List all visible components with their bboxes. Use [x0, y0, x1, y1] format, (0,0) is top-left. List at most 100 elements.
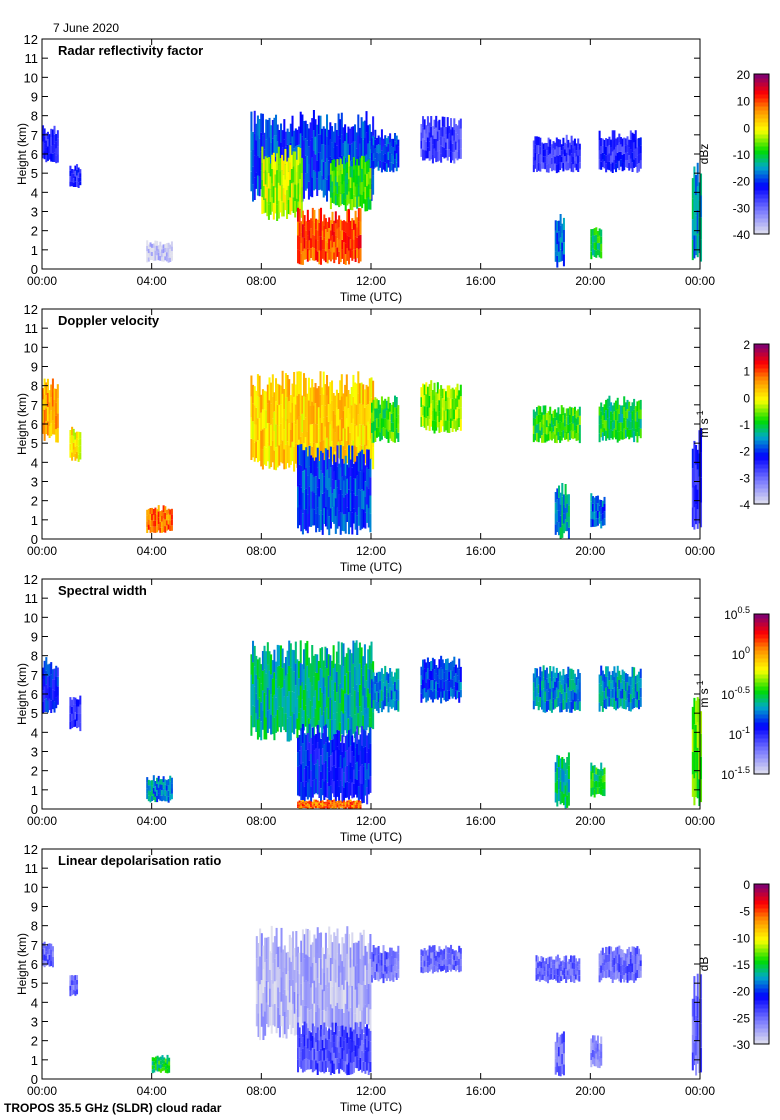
data-cell	[379, 423, 382, 433]
data-cell	[286, 175, 289, 191]
data-cell	[550, 433, 553, 441]
data-cell	[695, 445, 698, 465]
data-cell	[280, 977, 283, 1002]
data-cell	[327, 175, 330, 191]
data-cell	[547, 691, 550, 701]
data-cell	[327, 404, 330, 422]
colorbar-tick-label: -4	[739, 498, 750, 512]
data-cell	[299, 194, 302, 210]
data-cell	[361, 1061, 364, 1073]
colorbar-swatch	[754, 86, 769, 91]
data-cell	[303, 806, 306, 808]
data-cell	[149, 785, 152, 792]
data-cell	[532, 140, 535, 149]
data-cell	[332, 645, 335, 668]
data-cell	[356, 779, 359, 798]
data-cell	[392, 699, 395, 708]
data-cell	[309, 442, 312, 462]
data-cell	[608, 161, 611, 171]
data-cell	[608, 406, 611, 418]
data-cell	[628, 411, 631, 421]
data-cell	[577, 689, 580, 700]
data-cell	[365, 111, 368, 133]
data-cell	[561, 965, 564, 971]
data-cell	[288, 691, 291, 717]
data-cell	[318, 1040, 321, 1051]
data-cell	[596, 787, 599, 794]
data-cell	[435, 421, 438, 431]
data-cell	[564, 419, 567, 427]
data-cell	[448, 126, 451, 134]
data-cell	[287, 185, 290, 200]
data-cell	[275, 697, 278, 716]
data-cell	[372, 380, 375, 403]
data-cell	[159, 789, 162, 796]
data-cell	[575, 410, 578, 419]
data-cell	[545, 689, 548, 701]
data-cell	[297, 235, 300, 250]
colorbar-swatch	[754, 130, 769, 135]
data-cell	[537, 162, 540, 171]
data-cell	[162, 512, 165, 519]
data-cell	[338, 239, 341, 252]
data-cell	[542, 963, 545, 969]
data-cell	[547, 976, 550, 984]
colorbar-swatch	[754, 106, 769, 111]
data-cell	[374, 684, 377, 693]
data-cell	[629, 429, 632, 438]
data-cell	[433, 420, 436, 434]
data-cell	[377, 963, 380, 973]
data-cell	[352, 508, 355, 524]
data-cell	[312, 170, 315, 191]
data-cell	[631, 688, 634, 699]
data-cell	[151, 252, 154, 256]
data-cell	[74, 985, 77, 991]
colorbar-swatch	[754, 110, 769, 115]
data-cell	[309, 700, 312, 720]
data-cell	[324, 467, 327, 488]
data-cell	[326, 767, 329, 783]
data-cell	[600, 770, 603, 779]
data-cell	[558, 522, 561, 536]
data-cell	[331, 493, 334, 508]
data-cell	[565, 702, 568, 712]
data-cell	[430, 946, 433, 953]
data-cell	[331, 507, 334, 522]
data-cell	[362, 454, 365, 473]
data-cell	[600, 236, 603, 244]
data-cell	[356, 227, 359, 238]
data-cell	[371, 967, 374, 975]
data-cell	[563, 973, 566, 979]
colorbar-swatch	[754, 722, 769, 727]
data-cell	[592, 519, 595, 527]
data-cell	[636, 970, 639, 978]
data-cell	[288, 665, 291, 692]
data-cell	[305, 509, 308, 531]
data-cell	[292, 1003, 295, 1028]
data-cell	[339, 805, 342, 808]
data-cell	[445, 680, 448, 691]
data-cell	[165, 243, 168, 248]
data-cell	[359, 471, 362, 491]
data-cell	[296, 145, 299, 161]
data-cell	[387, 673, 390, 684]
data-cell	[638, 699, 641, 710]
data-cell	[700, 477, 703, 503]
data-cell	[276, 404, 279, 426]
data-cell	[458, 149, 461, 159]
data-cell	[395, 965, 398, 973]
data-cell	[262, 969, 265, 993]
data-cell	[329, 467, 332, 488]
data-cell	[354, 478, 357, 496]
data-cell	[380, 161, 383, 173]
data-cell	[564, 156, 567, 163]
data-cell	[42, 960, 45, 966]
data-cell	[349, 987, 352, 1008]
data-cell	[271, 374, 274, 397]
data-cell	[326, 242, 329, 253]
data-cell	[616, 946, 619, 955]
data-cell	[422, 127, 425, 139]
data-cell	[601, 138, 604, 146]
data-cell	[426, 116, 429, 127]
data-cell	[387, 136, 390, 144]
